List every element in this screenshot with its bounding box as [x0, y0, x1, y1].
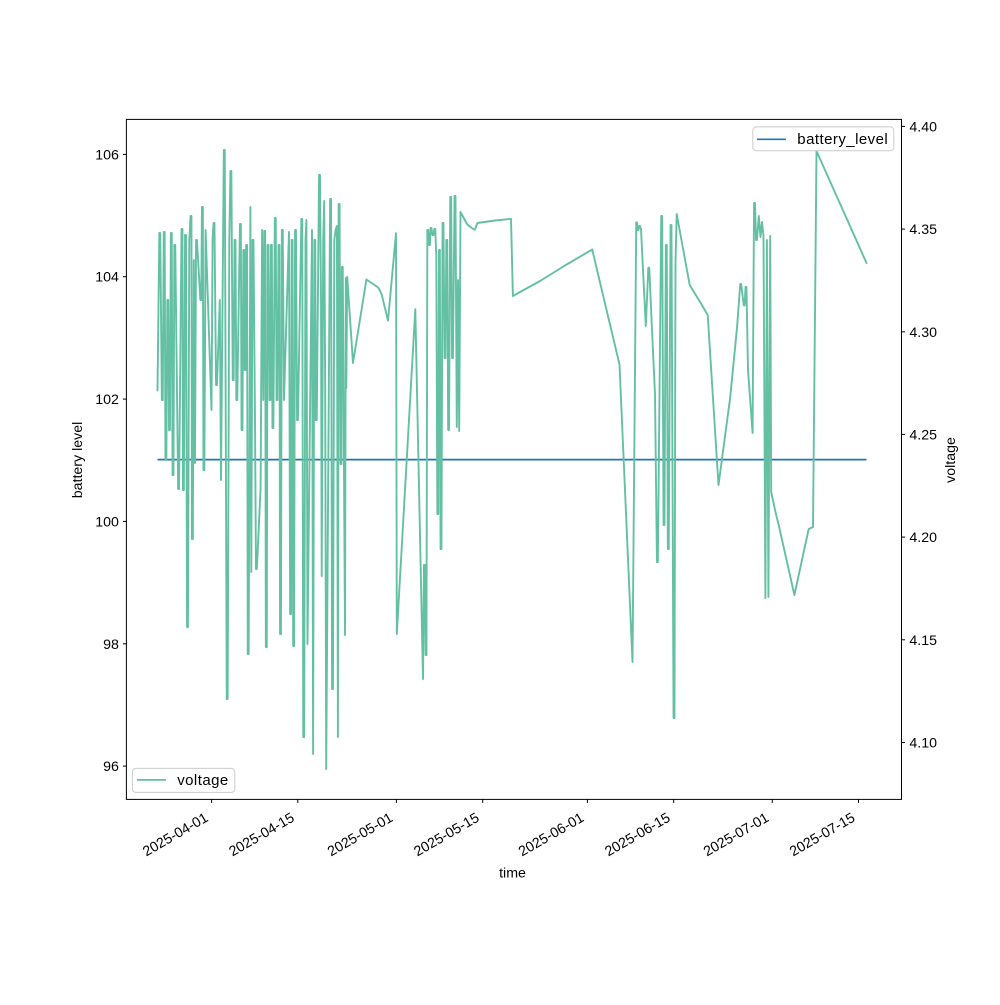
svg-text:98: 98 [103, 637, 119, 653]
svg-text:100: 100 [95, 514, 119, 530]
svg-text:4.10: 4.10 [909, 736, 937, 752]
svg-text:4.40: 4.40 [909, 119, 937, 135]
svg-text:4.20: 4.20 [909, 530, 937, 546]
svg-text:battery_level: battery_level [797, 131, 888, 148]
svg-text:voltage: voltage [177, 772, 229, 789]
svg-text:104: 104 [95, 270, 119, 286]
svg-text:96: 96 [103, 759, 119, 775]
svg-text:4.15: 4.15 [909, 633, 937, 649]
svg-text:106: 106 [95, 147, 119, 163]
svg-text:battery level: battery level [70, 422, 86, 499]
svg-text:4.25: 4.25 [909, 427, 937, 443]
svg-text:voltage: voltage [943, 437, 959, 483]
svg-text:time: time [499, 866, 526, 882]
svg-text:4.35: 4.35 [909, 222, 937, 238]
svg-text:102: 102 [95, 392, 119, 408]
svg-text:4.30: 4.30 [909, 325, 937, 341]
